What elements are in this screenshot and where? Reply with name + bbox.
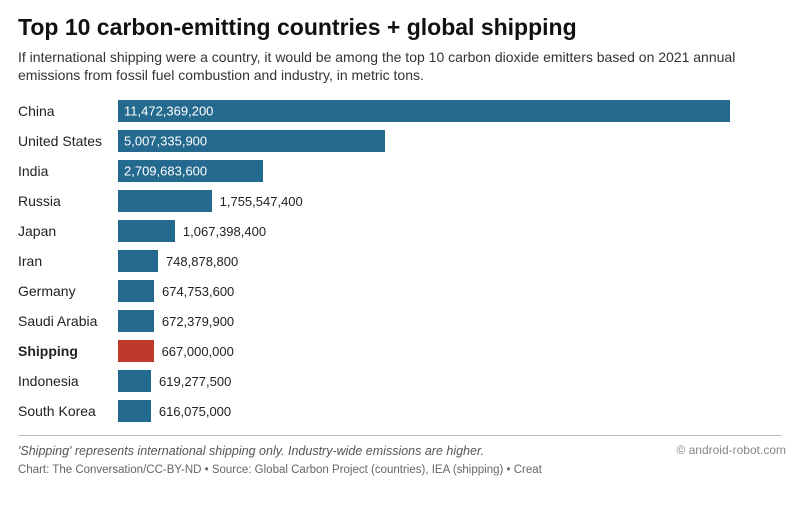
- category-label: Saudi Arabia: [18, 313, 118, 329]
- value-label: 616,075,000: [159, 404, 231, 419]
- value-label: 5,007,335,900: [124, 134, 207, 149]
- bar: [118, 310, 154, 332]
- value-label: 748,878,800: [166, 254, 238, 269]
- category-label: Indonesia: [18, 373, 118, 389]
- bar-row: China 11,472,369,200: [18, 99, 782, 123]
- watermark: © android-robot.com: [672, 442, 790, 458]
- bar-row: Shipping 667,000,000: [18, 339, 782, 363]
- category-label: United States: [18, 133, 118, 149]
- bar-row: United States 5,007,335,900: [18, 129, 782, 153]
- bar-row: Russia 1,755,547,400: [18, 189, 782, 213]
- bar-track: 2,709,683,600: [118, 160, 782, 182]
- bar-track: 5,007,335,900: [118, 130, 782, 152]
- category-label: Shipping: [18, 343, 118, 359]
- value-label: 667,000,000: [162, 344, 234, 359]
- category-label: Japan: [18, 223, 118, 239]
- bar-track: 1,067,398,400: [118, 220, 782, 242]
- bar-row: South Korea 616,075,000: [18, 399, 782, 423]
- value-label: 2,709,683,600: [124, 164, 207, 179]
- value-label: 674,753,600: [162, 284, 234, 299]
- bar-list: China 11,472,369,200 United States 5,007,33…: [18, 99, 782, 423]
- value-label: 672,379,900: [162, 314, 234, 329]
- bar-row: Indonesia 619,277,500: [18, 369, 782, 393]
- bar-track: 616,075,000: [118, 400, 782, 422]
- value-label: 619,277,500: [159, 374, 231, 389]
- category-label: Russia: [18, 193, 118, 209]
- bar-row: Japan 1,067,398,400: [18, 219, 782, 243]
- bar: 11,472,369,200: [118, 100, 730, 122]
- value-label: 1,755,547,400: [220, 194, 303, 209]
- divider: [18, 435, 782, 436]
- category-label: India: [18, 163, 118, 179]
- chart-credit: Chart: The Conversation/CC-BY-ND • Sourc…: [18, 464, 782, 476]
- bar: [118, 370, 151, 392]
- chart-title: Top 10 carbon-emitting countries + globa…: [18, 14, 782, 42]
- bar-row: Saudi Arabia 672,379,900: [18, 309, 782, 333]
- bar: [118, 220, 175, 242]
- bar: [118, 190, 212, 212]
- bar-track: 667,000,000: [118, 340, 782, 362]
- bar: [118, 400, 151, 422]
- bar-track: 674,753,600: [118, 280, 782, 302]
- bar: 5,007,335,900: [118, 130, 385, 152]
- bar-row: Iran 748,878,800: [18, 249, 782, 273]
- bar: [118, 280, 154, 302]
- category-label: Iran: [18, 253, 118, 269]
- bar-track: 748,878,800: [118, 250, 782, 272]
- chart-container: Top 10 carbon-emitting countries + globa…: [0, 0, 800, 484]
- bar: [118, 250, 158, 272]
- bar-track: 672,379,900: [118, 310, 782, 332]
- category-label: Germany: [18, 283, 118, 299]
- chart-footnote: 'Shipping' represents international ship…: [18, 444, 782, 458]
- value-label: 11,472,369,200: [124, 104, 213, 119]
- bar-highlight: [118, 340, 154, 362]
- chart-subtitle: If international shipping were a country…: [18, 48, 758, 86]
- bar-track: 1,755,547,400: [118, 190, 782, 212]
- bar: 2,709,683,600: [118, 160, 263, 182]
- category-label: China: [18, 103, 118, 119]
- value-label: 1,067,398,400: [183, 224, 266, 239]
- bar-track: 619,277,500: [118, 370, 782, 392]
- category-label: South Korea: [18, 403, 118, 419]
- bar-row: India 2,709,683,600: [18, 159, 782, 183]
- bar-row: Germany 674,753,600: [18, 279, 782, 303]
- bar-track: 11,472,369,200: [118, 100, 782, 122]
